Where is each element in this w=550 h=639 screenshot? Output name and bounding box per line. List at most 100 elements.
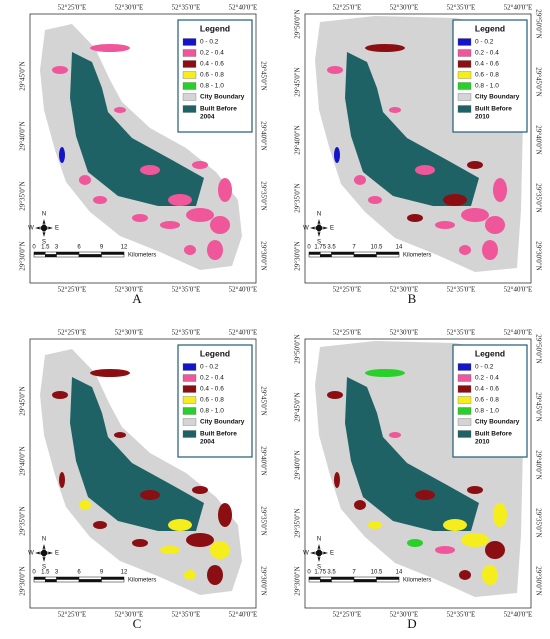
change-patch — [160, 546, 180, 554]
compass-letter: W — [303, 226, 309, 232]
compass-ring — [314, 548, 324, 558]
change-patch — [114, 107, 126, 113]
legend-label: 0.6 - 0.8 — [200, 397, 224, 404]
scale-label: 9 — [100, 245, 104, 251]
map-panel: 52°25'0"E 52°30'0"E 52°35'0"E 52°40'0"E 52°2… — [19, 4, 268, 306]
right-coord: 29°30'0"N — [259, 566, 267, 595]
change-patch — [59, 147, 65, 163]
compass-letter: W — [28, 226, 34, 232]
change-patch — [90, 369, 130, 377]
change-patch — [435, 546, 455, 554]
compass-ring — [39, 223, 49, 233]
scale-seg — [308, 254, 321, 258]
change-patch — [184, 245, 196, 255]
scale-label: 7 — [352, 245, 356, 251]
scale-seg — [353, 579, 377, 583]
legend-swatch — [457, 396, 472, 404]
scale-label: 6 — [77, 245, 81, 251]
top-coord: 52°35'0"E — [172, 329, 201, 337]
change-patch — [186, 533, 214, 547]
change-patch — [485, 541, 505, 559]
legend-swatch — [457, 105, 472, 113]
bottom-coord: 52°30'0"E — [390, 611, 419, 619]
legend-label: 2004 — [200, 439, 215, 446]
scale-seg — [331, 251, 355, 255]
top-coord: 52°25'0"E — [333, 329, 362, 337]
scale-seg — [45, 251, 57, 255]
compass-letter: E — [330, 226, 334, 232]
change-patch — [168, 519, 192, 531]
legend-swatch — [182, 38, 197, 46]
right-coord: 29°35'0"N — [259, 506, 267, 535]
scale-unit: Kilometers — [128, 578, 156, 584]
change-patch — [365, 44, 405, 52]
change-patch — [443, 194, 467, 206]
legend-label: Built Before — [475, 431, 512, 438]
change-patch — [459, 570, 471, 580]
scale-label: 3.5 — [327, 245, 336, 251]
bottom-coord: 52°30'0"E — [115, 286, 144, 294]
change-patch — [184, 570, 196, 580]
built-area — [70, 377, 204, 531]
change-patch — [160, 221, 180, 229]
scale-seg — [376, 251, 400, 255]
bottom-coord: 52°40'0"E — [229, 611, 258, 619]
scale-seg — [308, 576, 321, 580]
compass-letter: S — [317, 565, 321, 571]
legend-label: City Boundary — [200, 419, 245, 426]
legend-label: 0.4 - 0.6 — [200, 386, 224, 393]
right-coord: 29°50'0"N — [534, 9, 542, 38]
bottom-coord: 52°40'0"E — [229, 286, 258, 294]
legend-swatch — [182, 105, 197, 113]
legend-label: City Boundary — [200, 94, 245, 101]
legend-label: Built Before — [200, 106, 237, 113]
scale-seg — [78, 254, 102, 258]
legend-title: Legend — [200, 348, 230, 358]
left-coord: 29°30'0"N — [294, 241, 302, 270]
change-patch — [210, 216, 230, 234]
right-coord: 29°30'0"N — [534, 566, 542, 595]
scale-label: 12 — [121, 570, 128, 576]
change-patch — [192, 486, 208, 494]
change-patch — [132, 214, 148, 222]
bottom-coord: 52°25'0"E — [333, 286, 362, 294]
scale-seg — [308, 579, 321, 583]
right-coord: 29°40'0"N — [534, 450, 542, 479]
legend-swatch — [182, 374, 197, 382]
change-patch — [93, 196, 107, 204]
legend-swatch — [457, 38, 472, 46]
legend-label: 0 - 0.2 — [200, 364, 219, 371]
change-patch — [218, 178, 232, 202]
scale-seg — [320, 579, 332, 583]
scale-label: 14 — [396, 570, 403, 576]
change-patch — [443, 519, 467, 531]
compass-letter: E — [55, 226, 59, 232]
change-patch — [482, 565, 498, 585]
legend-label: 0.4 - 0.6 — [475, 61, 499, 68]
scale-seg — [101, 579, 125, 583]
legend-label: 2010 — [475, 114, 490, 121]
change-patch — [79, 500, 91, 510]
top-coord: 52°30'0"E — [115, 4, 144, 12]
map-panel: 52°25'0"E 52°30'0"E 52°35'0"E 52°40'0"E 52°2… — [294, 4, 543, 306]
change-patch — [354, 500, 366, 510]
change-patch — [389, 107, 401, 113]
legend-swatch — [182, 430, 197, 438]
compass-ring — [314, 223, 324, 233]
change-patch — [186, 208, 214, 222]
legend-label: 0 - 0.2 — [200, 39, 219, 46]
change-patch — [210, 541, 230, 559]
built-area — [345, 377, 479, 531]
bottom-coord: 52°25'0"E — [333, 611, 362, 619]
change-patch — [365, 369, 405, 377]
legend-label: City Boundary — [475, 94, 520, 101]
scale-seg — [101, 254, 125, 258]
legend-title: Legend — [200, 23, 230, 33]
change-patch — [415, 490, 435, 500]
legend-label: Built Before — [200, 431, 237, 438]
scale-label: 0 — [307, 570, 311, 576]
top-coord: 52°40'0"E — [504, 4, 533, 12]
scale-label: 0 — [32, 570, 36, 576]
compass-rose — [35, 544, 53, 562]
scale-seg — [56, 251, 80, 255]
